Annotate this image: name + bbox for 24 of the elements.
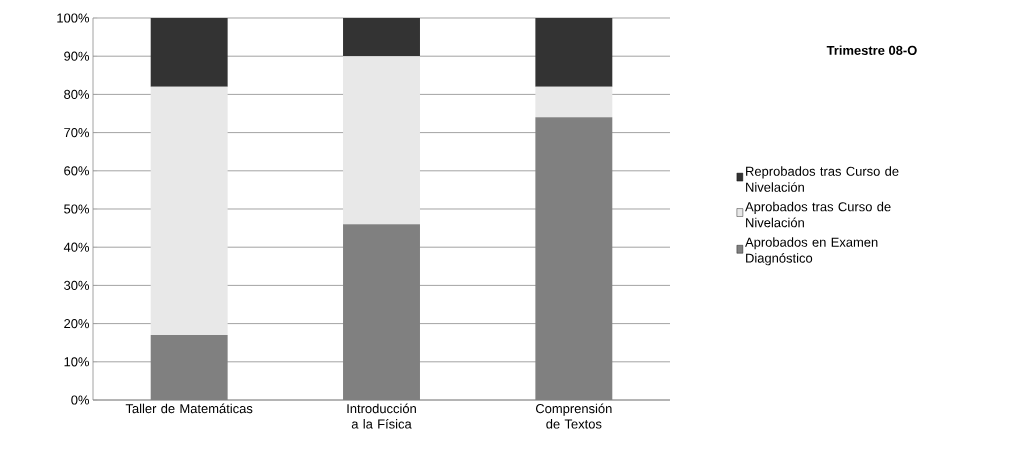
y-tick-label: 30%	[64, 280, 90, 290]
bar	[150, 18, 228, 87]
x-tick-label: Taller de Matemáticas	[125, 403, 253, 414]
bar	[535, 86, 613, 118]
bar	[343, 56, 420, 225]
x-tick-label: Introducción a la Física	[347, 403, 416, 429]
y-tick-label: 50%	[64, 204, 90, 214]
x-tick-label: Comprensión de Textos	[535, 403, 612, 429]
y-tick-label: 80%	[64, 89, 90, 99]
y-tick-label: 40%	[63, 242, 90, 252]
text: Trimestre 08-O	[826, 45, 917, 55]
y-tick-label: 20%	[64, 319, 90, 329]
y-tick-label: 10%	[64, 357, 90, 367]
y-tick-label: 90%	[64, 51, 90, 61]
bar	[150, 86, 228, 336]
y-tick-label: 0%	[71, 395, 90, 405]
legend-label: Aprobados en Examen Diagnóstico	[745, 237, 878, 266]
bar	[535, 18, 613, 87]
y-tick-label: 70%	[64, 128, 90, 138]
legend-label: Aprobados tras Curso de Nivelación	[745, 201, 891, 228]
y-tick-label: 60%	[64, 166, 90, 176]
y-tick-label: 100%	[57, 13, 90, 23]
bar	[343, 18, 420, 57]
legend-label: Reprobados tras Curso de Nivelación	[746, 166, 899, 192]
